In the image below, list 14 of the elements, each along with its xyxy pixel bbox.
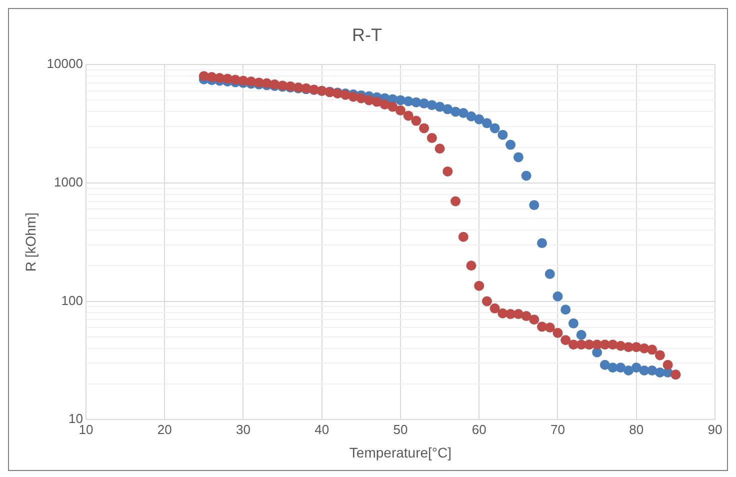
y-tick-label: 1000 — [54, 174, 83, 190]
x-tick-label: 60 — [472, 422, 486, 437]
x-tick-label: 80 — [629, 422, 644, 437]
x-axis-title: Temperature[°C] — [349, 444, 452, 460]
y-tick-label: 10000 — [46, 56, 83, 72]
chart-title: R-T — [352, 24, 382, 45]
y-axis-title: R [kOhm] — [22, 212, 38, 272]
x-tick-label: 30 — [236, 422, 250, 437]
x-tick-label: 70 — [550, 422, 565, 437]
y-tick-label: 100 — [61, 292, 83, 308]
x-tick-label: 90 — [708, 422, 722, 437]
x-tick-label: 40 — [314, 422, 330, 437]
x-tick-label: 20 — [157, 422, 172, 437]
x-tick-label: 50 — [393, 422, 408, 437]
